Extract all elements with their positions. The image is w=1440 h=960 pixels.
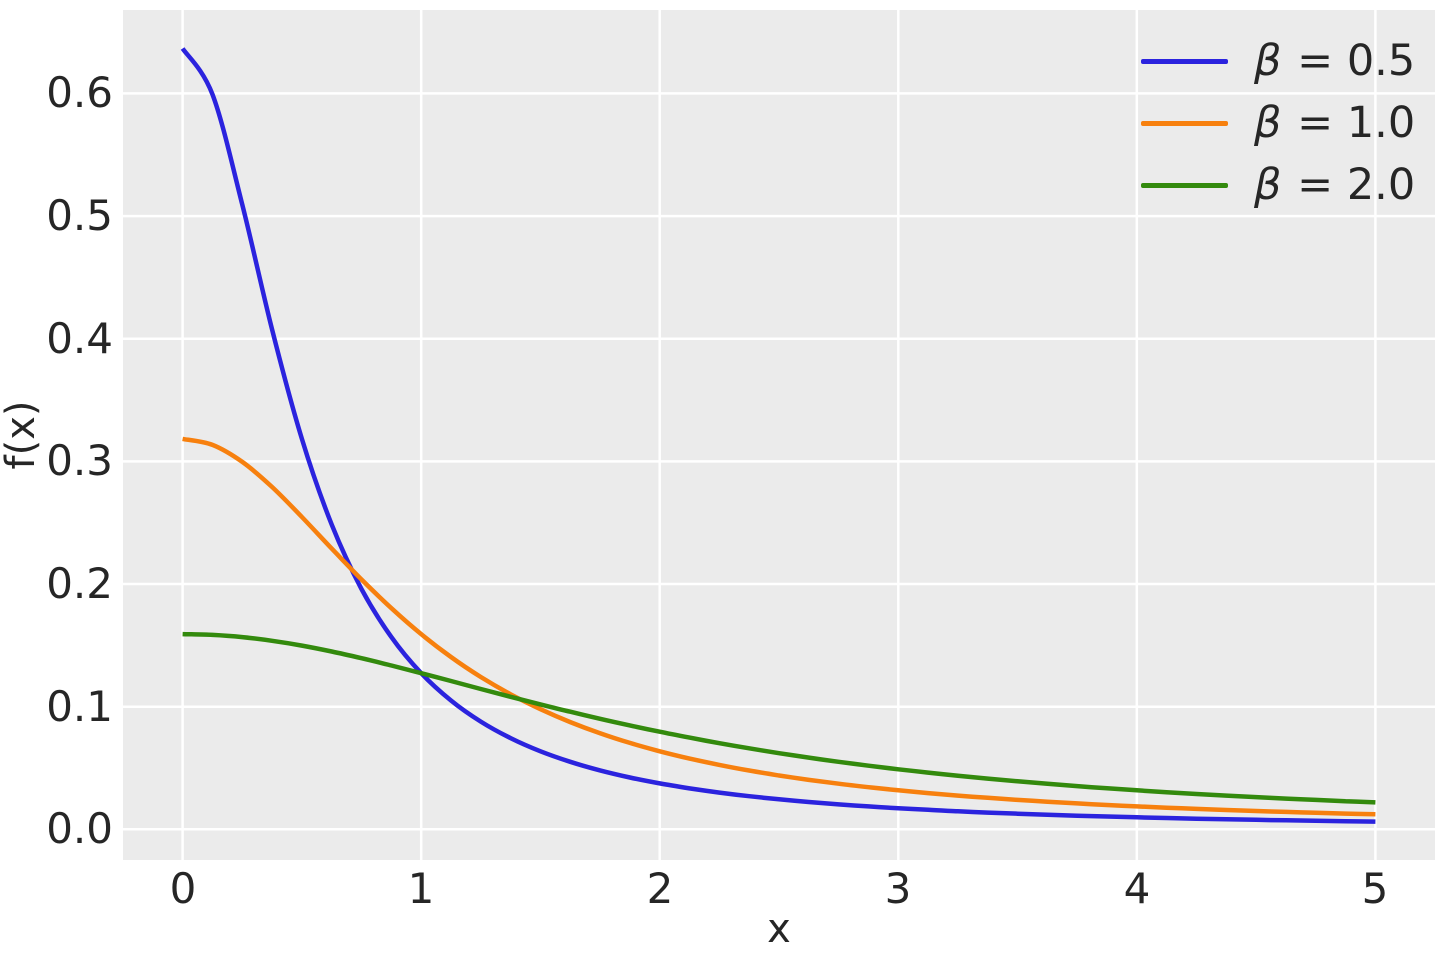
x-tick-3: 3	[884, 864, 912, 913]
y-tick-0.4: 0.4	[46, 314, 113, 363]
plot-background	[123, 10, 1435, 860]
legend-label-beta-0.5: β = 0.5	[1254, 35, 1416, 86]
y-tick-0.5: 0.5	[46, 191, 113, 240]
legend-label-beta-1.0: β = 1.0	[1254, 97, 1416, 148]
x-axis-label: x	[767, 906, 791, 952]
y-tick-0.3: 0.3	[46, 436, 113, 485]
legend-item-beta-2.0: β = 2.0	[1141, 154, 1415, 216]
legend-line-swatch-beta-0.5	[1141, 58, 1228, 64]
legend-line-swatch-beta-2.0	[1141, 182, 1228, 188]
y-tick-0.6: 0.6	[46, 68, 113, 117]
x-tick-5: 5	[1361, 864, 1389, 913]
legend-line-swatch-beta-1.0	[1141, 120, 1228, 126]
x-tick-4: 4	[1123, 864, 1151, 913]
legend-item-beta-1.0: β = 1.0	[1141, 92, 1415, 154]
legend-label-beta-2.0: β = 2.0	[1254, 159, 1416, 210]
x-tick-0: 0	[169, 864, 197, 913]
y-axis-label: f(x)	[0, 400, 44, 470]
y-tick-0.0: 0.0	[46, 804, 113, 853]
x-tick-1: 1	[407, 864, 435, 913]
legend: β = 0.5 β = 1.0 β = 2.0	[1141, 30, 1415, 216]
y-tick-0.2: 0.2	[46, 559, 113, 608]
curve-beta-1.0	[182, 436, 1376, 817]
legend-item-beta-0.5: β = 0.5	[1141, 30, 1415, 92]
x-tick-2: 2	[646, 864, 674, 913]
curve-beta-2.0	[182, 631, 1376, 805]
y-tick-0.1: 0.1	[46, 682, 113, 731]
